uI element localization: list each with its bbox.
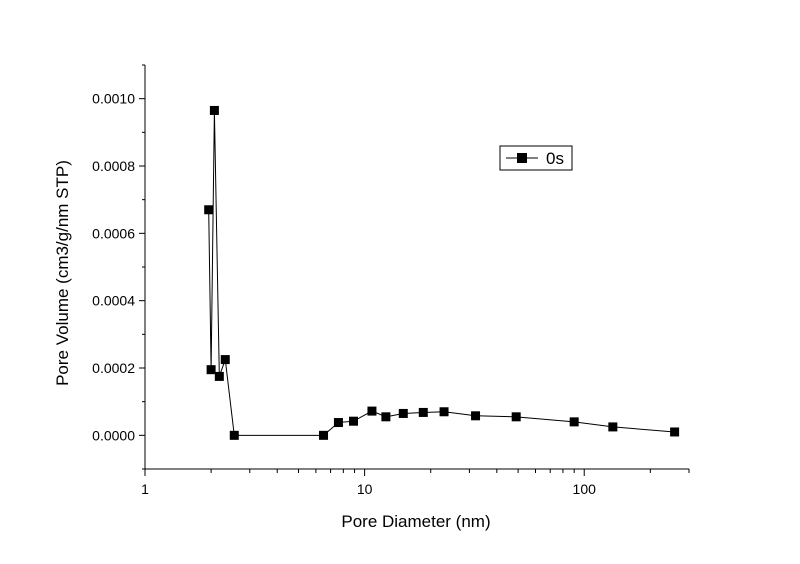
x-axis-title: Pore Diameter (nm) xyxy=(341,512,490,531)
plot-frame xyxy=(144,65,689,470)
data-point xyxy=(220,355,230,365)
legend: 0s xyxy=(499,145,573,171)
y-tick-label: 0.0006 xyxy=(92,225,135,241)
data-point xyxy=(418,407,428,417)
y-tick-label: 0.0004 xyxy=(92,293,135,309)
y-tick-label: 0.0000 xyxy=(92,427,135,443)
data-point xyxy=(439,407,449,417)
series-line xyxy=(208,110,675,436)
series-markers xyxy=(204,105,680,440)
data-point xyxy=(333,418,343,428)
data-point xyxy=(398,408,408,418)
data-point xyxy=(204,205,214,215)
data-point xyxy=(229,430,239,440)
data-point xyxy=(511,412,521,422)
legend-label: 0s xyxy=(546,149,564,168)
data-point xyxy=(670,427,680,437)
x-tick-label: 10 xyxy=(357,481,373,497)
y-tick-label: 0.0010 xyxy=(92,91,135,107)
legend-marker xyxy=(517,153,527,163)
y-tick-label: 0.0002 xyxy=(92,360,135,376)
data-point xyxy=(214,371,224,381)
data-point xyxy=(209,105,219,115)
y-tick-label: 0.0008 xyxy=(92,158,135,174)
data-point xyxy=(608,422,618,432)
y-axis-ticks: 0.0000 0.0002 0.0004 0.0006 0.0008 0.0010 xyxy=(92,64,145,470)
data-point xyxy=(367,406,377,416)
data-point xyxy=(348,416,358,426)
data-point xyxy=(381,412,391,422)
data-point xyxy=(206,365,216,375)
x-tick-label: 100 xyxy=(573,481,597,497)
data-point xyxy=(569,417,579,427)
data-point xyxy=(319,430,329,440)
data-point xyxy=(471,411,481,421)
y-axis-title: Pore Volume (cm3/g/nm STP) xyxy=(53,160,72,386)
x-tick-label: 1 xyxy=(141,481,149,497)
x-axis-ticks: 1 10 100 xyxy=(141,469,690,497)
series-line-path xyxy=(208,110,675,436)
